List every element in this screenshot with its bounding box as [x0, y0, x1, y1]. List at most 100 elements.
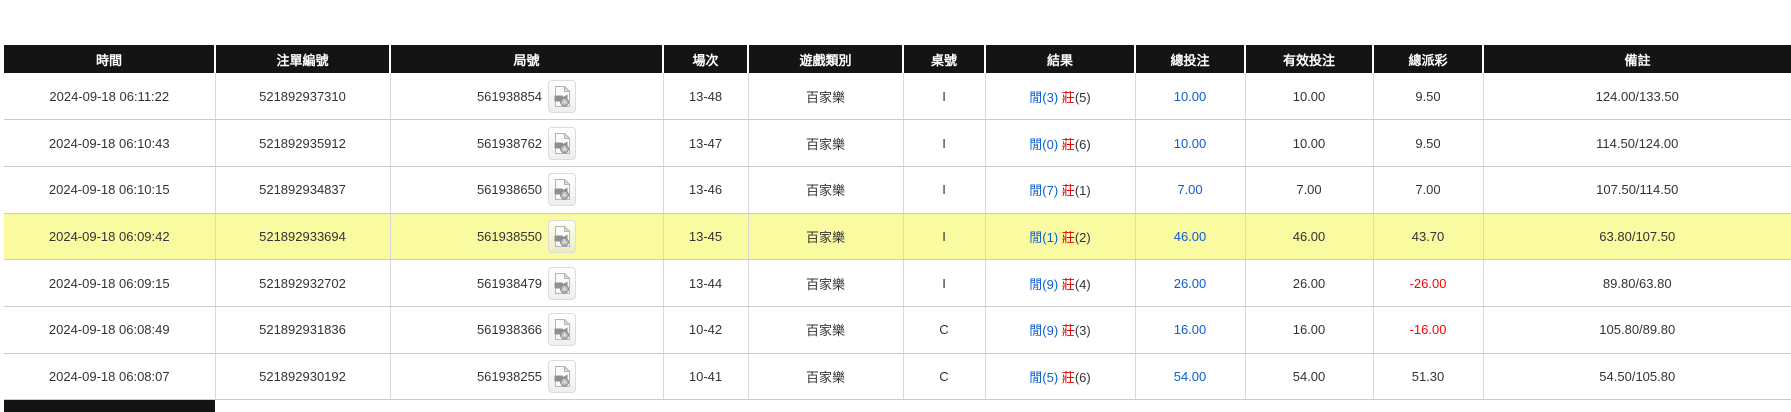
cell-bet-id: 521892932702 — [215, 259, 391, 307]
cell-total-bet[interactable]: 10.00 — [1135, 119, 1246, 167]
round-number: 561938854 — [476, 88, 543, 104]
cell-game-type: 百家樂 — [748, 119, 904, 167]
cell-valid-bet: 54.00 — [1245, 353, 1374, 401]
cell-remark: 105.80/89.80 — [1483, 306, 1791, 354]
table-row: 2024-09-18 06:10:43 521892935912 5619387… — [4, 119, 1791, 167]
column-header-result: 結果 — [985, 45, 1136, 73]
table-body: 2024-09-18 06:11:22 521892937310 5619388… — [4, 73, 1791, 401]
cell-bet-id: 521892930192 — [215, 353, 391, 401]
round-number: 561938255 — [476, 368, 543, 384]
cell-bet-id: 521892933694 — [215, 213, 391, 261]
video-replay-button[interactable] — [548, 79, 577, 113]
result-banker-label: 莊 — [1061, 89, 1075, 105]
video-file-icon — [554, 132, 571, 154]
cell-game-type: 百家樂 — [748, 353, 904, 401]
cell-result: 閒(7) 莊(1) — [985, 166, 1136, 214]
cell-time: 2024-09-18 06:11:22 — [4, 73, 216, 121]
column-header-payout: 總派彩 — [1373, 45, 1484, 73]
result-banker-points: (6) — [1074, 369, 1091, 385]
table-row: 2024-09-18 06:11:22 521892937310 5619388… — [4, 73, 1791, 121]
cell-valid-bet: 10.00 — [1245, 119, 1374, 167]
round-number: 561938762 — [476, 135, 543, 151]
video-replay-button[interactable] — [548, 126, 577, 160]
cell-round: 561938650 — [390, 166, 664, 214]
cell-total-bet[interactable]: 26.00 — [1135, 259, 1246, 307]
video-replay-button[interactable] — [548, 173, 577, 207]
cell-time: 2024-09-18 06:08:07 — [4, 353, 216, 401]
cell-valid-bet: 46.00 — [1245, 213, 1374, 261]
cell-payout: 9.50 — [1373, 119, 1484, 167]
cell-result: 閒(1) 莊(2) — [985, 213, 1136, 261]
betting-history-table: 時間 注單編號 局號 場次 遊戲類別 桌號 結果 總投注 有效投注 總派彩 備註 2024-09-1… — [4, 45, 1791, 401]
cell-remark: 124.00/133.50 — [1483, 73, 1791, 121]
cell-valid-bet: 26.00 — [1245, 259, 1374, 307]
cell-payout: 7.00 — [1373, 166, 1484, 214]
result-banker-points: (5) — [1074, 89, 1091, 105]
cell-session: 13-48 — [663, 73, 749, 121]
video-file-icon — [554, 179, 571, 201]
table-row: 2024-09-18 06:10:15 521892934837 5619386… — [4, 166, 1791, 214]
video-replay-button[interactable] — [548, 219, 577, 253]
cell-result: 閒(3) 莊(5) — [985, 73, 1136, 121]
cell-round: 561938762 — [390, 119, 664, 167]
result-banker-label: 莊 — [1061, 183, 1075, 199]
cell-session: 13-45 — [663, 213, 749, 261]
video-file-icon — [554, 225, 571, 247]
cell-valid-bet: 16.00 — [1245, 306, 1374, 354]
cell-session: 13-44 — [663, 259, 749, 307]
cell-round: 561938854 — [390, 73, 664, 121]
cell-time: 2024-09-18 06:10:15 — [4, 166, 216, 214]
cell-remark: 107.50/114.50 — [1483, 166, 1791, 214]
round-number: 561938479 — [476, 275, 543, 291]
result-player: 閒(0) — [1029, 136, 1059, 152]
cell-round: 561938366 — [390, 306, 664, 354]
cell-table-code: I — [903, 119, 986, 167]
cell-table-code: I — [903, 213, 986, 261]
result-banker-label: 莊 — [1061, 369, 1075, 385]
table-row: 2024-09-18 06:09:15 521892932702 5619384… — [4, 259, 1791, 307]
table-row: 2024-09-18 06:09:42 521892933694 5619385… — [4, 213, 1791, 261]
cell-round: 561938255 — [390, 353, 664, 401]
round-number: 561938550 — [476, 228, 543, 244]
cell-table-code: I — [903, 166, 986, 214]
result-banker-label: 莊 — [1061, 276, 1075, 292]
video-file-icon — [554, 365, 571, 387]
result-banker-points: (2) — [1074, 229, 1091, 245]
cell-time: 2024-09-18 06:10:43 — [4, 119, 216, 167]
result-player: 閒(9) — [1029, 276, 1059, 292]
cell-game-type: 百家樂 — [748, 213, 904, 261]
video-replay-button[interactable] — [548, 266, 577, 300]
cell-total-bet[interactable]: 16.00 — [1135, 306, 1246, 354]
cell-total-bet[interactable]: 54.00 — [1135, 353, 1246, 401]
cell-bet-id: 521892937310 — [215, 73, 391, 121]
video-file-icon — [554, 272, 571, 294]
cell-time: 2024-09-18 06:09:42 — [4, 213, 216, 261]
result-player: 閒(9) — [1029, 323, 1059, 339]
result-player: 閒(3) — [1029, 89, 1059, 105]
cell-bet-id: 521892931836 — [215, 306, 391, 354]
cell-payout: 43.70 — [1373, 213, 1484, 261]
column-header-session: 場次 — [663, 45, 749, 73]
result-banker-points: (6) — [1074, 136, 1091, 152]
cell-valid-bet: 10.00 — [1245, 73, 1374, 121]
video-replay-button[interactable] — [548, 359, 577, 393]
cell-table-code: I — [903, 73, 986, 121]
cell-result: 閒(9) 莊(3) — [985, 306, 1136, 354]
cell-remark: 114.50/124.00 — [1483, 119, 1791, 167]
result-banker-points: (3) — [1074, 323, 1091, 339]
result-banker-points: (4) — [1074, 276, 1091, 292]
cell-session: 10-42 — [663, 306, 749, 354]
cell-total-bet[interactable]: 46.00 — [1135, 213, 1246, 261]
cell-total-bet[interactable]: 7.00 — [1135, 166, 1246, 214]
cutoff-black-bar — [4, 400, 215, 412]
result-banker-points: (1) — [1074, 183, 1091, 199]
column-header-table_code: 桌號 — [903, 45, 986, 73]
cell-total-bet[interactable]: 10.00 — [1135, 73, 1246, 121]
cell-payout: 9.50 — [1373, 73, 1484, 121]
cell-bet-id: 521892935912 — [215, 119, 391, 167]
cell-session: 13-46 — [663, 166, 749, 214]
cell-game-type: 百家樂 — [748, 73, 904, 121]
video-replay-button[interactable] — [548, 313, 577, 347]
table-row: 2024-09-18 06:08:07 521892930192 5619382… — [4, 353, 1791, 401]
